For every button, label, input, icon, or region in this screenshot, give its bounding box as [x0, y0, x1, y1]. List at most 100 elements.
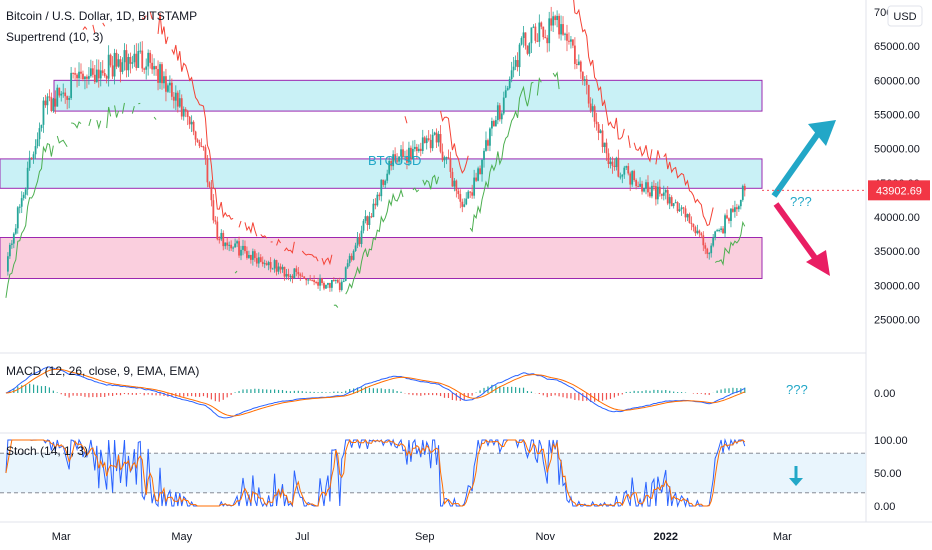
supertrend-legend[interactable]: Supertrend (10, 3)	[6, 30, 103, 44]
candle-body	[279, 266, 282, 270]
candle-body	[342, 280, 345, 282]
stoch-down-arrow-head	[789, 478, 803, 486]
supertrend-down-line	[284, 241, 295, 254]
price-axis[interactable]: 25000.0030000.0035000.0040000.0045000.00…	[874, 7, 920, 513]
candle-body	[429, 139, 432, 149]
candle-body	[473, 177, 476, 196]
stoch-legend[interactable]: Stoch (14, 1, 3)	[6, 444, 88, 458]
zone-support[interactable]	[0, 237, 763, 279]
macd-tick-label: 0.00	[874, 388, 895, 400]
candle-body	[522, 32, 525, 39]
candle-body	[127, 57, 130, 71]
candle-body	[48, 96, 51, 98]
candle-body	[319, 278, 321, 286]
candle-body	[548, 18, 551, 44]
candle-body	[558, 15, 560, 35]
candle-body	[129, 57, 132, 64]
candle-body	[352, 251, 355, 260]
symbol-title[interactable]: Bitcoin / U.S. Dollar, 1D, BITSTAMP	[6, 9, 197, 23]
candle-body	[453, 180, 456, 187]
time-axis[interactable]: Mar May Jul Sep Nov 2022 Mar	[52, 531, 792, 543]
candle-body	[123, 50, 126, 63]
candle-body	[514, 60, 517, 67]
candle-body	[269, 262, 272, 269]
candle-body	[518, 44, 521, 68]
candle-body	[327, 283, 329, 285]
candle-body	[111, 65, 114, 77]
candle-body	[413, 146, 416, 149]
candle-body	[680, 207, 683, 210]
stoch-layer	[0, 438, 866, 508]
candle-body	[739, 199, 742, 207]
candle-body	[224, 242, 227, 247]
symbol-watermark-label: BTCUSD	[368, 153, 421, 168]
candle-body	[174, 92, 177, 101]
price-tick-label: 65000.00	[874, 41, 920, 53]
supertrend-up-line	[153, 116, 157, 120]
candle-body	[704, 245, 707, 249]
candle-body	[437, 134, 440, 143]
supertrend-down-line	[82, 26, 88, 30]
candle-body	[38, 128, 41, 140]
supertrend-down-line	[238, 220, 242, 228]
candle-body	[8, 244, 11, 257]
macd-legend[interactable]: MACD (12, 26, close, 9, EMA, EMA)	[6, 364, 199, 378]
macd-line	[5, 366, 745, 419]
candle-body	[724, 215, 726, 234]
supertrend-up-line	[345, 188, 404, 295]
currency-button[interactable]	[887, 5, 923, 27]
candle-body	[388, 160, 391, 174]
candle-body	[639, 183, 641, 187]
supertrend-down-line	[102, 22, 106, 27]
candle-body	[216, 221, 219, 240]
candle-body	[52, 98, 55, 112]
candle-body	[520, 38, 523, 45]
time-tick-label: Sep	[415, 531, 435, 543]
candle-body	[686, 214, 689, 218]
candle-body	[214, 220, 217, 222]
candle-body	[251, 251, 254, 260]
candle-body	[528, 43, 531, 54]
supertrend-down-line	[276, 238, 281, 246]
candle-body	[404, 156, 406, 158]
candle-body	[469, 191, 472, 193]
candle-body	[419, 148, 422, 152]
candle-body	[141, 50, 144, 69]
supertrend-down-line	[171, 44, 234, 220]
candle-body	[619, 176, 622, 178]
supertrend-down-line	[141, 15, 147, 20]
candle-body	[526, 45, 529, 54]
candle-body	[447, 157, 450, 159]
candle-body	[552, 16, 555, 26]
candle-body	[637, 186, 640, 188]
price-tick-label: 35000.00	[874, 246, 920, 258]
candle-body	[400, 149, 402, 157]
time-tick-label: Mar	[52, 531, 71, 543]
candle-body	[109, 54, 112, 66]
candle-body	[402, 149, 404, 157]
supertrend-down-line	[244, 222, 258, 237]
candle-body	[449, 158, 452, 172]
candle-body	[494, 120, 497, 127]
supertrend-up-line	[469, 81, 534, 233]
supertrend-up-line	[96, 119, 102, 130]
candle-body	[137, 51, 140, 68]
candle-body	[82, 73, 84, 80]
candle-body	[617, 157, 620, 177]
candle-body	[34, 146, 37, 155]
candle-body	[492, 121, 495, 127]
candle-body	[348, 255, 351, 264]
candle-body	[50, 97, 53, 112]
candle-body	[200, 146, 203, 148]
candle-body	[654, 186, 657, 200]
time-tick-label: Jul	[295, 531, 309, 543]
candle-body	[80, 71, 82, 74]
zone-resistance[interactable]	[53, 79, 763, 112]
candle-body	[688, 214, 691, 223]
price-tick-label: 50000.00	[874, 144, 920, 156]
candle-body	[178, 98, 181, 107]
candle-body	[133, 53, 136, 63]
candle-body	[672, 203, 675, 207]
candle-body	[97, 69, 100, 79]
